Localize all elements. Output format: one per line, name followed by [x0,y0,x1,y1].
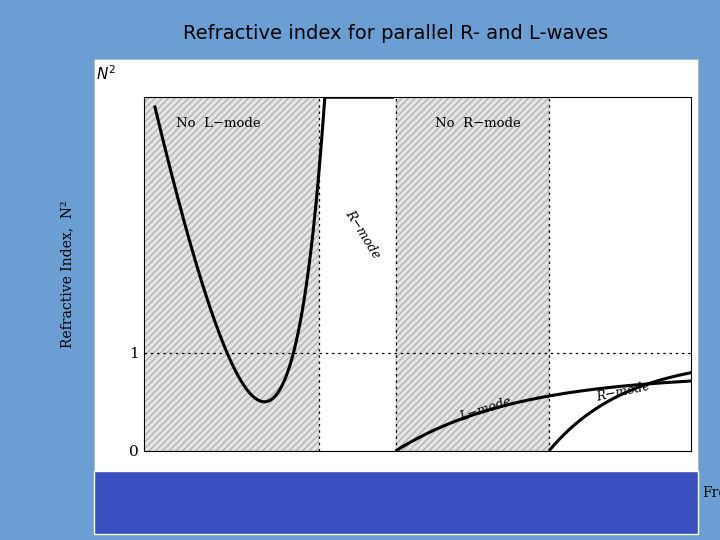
Text: stop bands: stop bands [149,508,240,523]
Text: $N^2$: $N^2$ [96,64,116,83]
Text: Frequency: Frequency [702,486,720,500]
Text: No  L−mode: No L−mode [176,117,260,130]
Text: $\omega_{R,co}$: $\omega_{R,co}$ [531,486,567,501]
Text: R−mode: R−mode [343,208,383,261]
Text: $\omega_{ge}$: $\omega_{ge}$ [382,486,409,504]
Text: Refractive Index,  N²: Refractive Index, N² [60,200,74,348]
Text: No  R−mode: No R−mode [435,117,521,130]
Text: $\omega_{L,co}$: $\omega_{L,co}$ [302,486,336,501]
Text: called: called [112,508,160,523]
Text: R−mode: R−mode [595,380,651,404]
Text: L−mode: L−mode [459,395,513,424]
Text: There is no wave propagation for $\mathit{N}^2$ < 0, regions which are: There is no wave propagation for $\mathi… [112,481,549,503]
Text: or domains where the waves are: or domains where the waves are [209,508,458,523]
Text: Refractive index for parallel R- and L-waves: Refractive index for parallel R- and L-w… [184,24,608,43]
Text: evanescent: evanescent [395,508,489,523]
Text: .: . [454,508,459,523]
